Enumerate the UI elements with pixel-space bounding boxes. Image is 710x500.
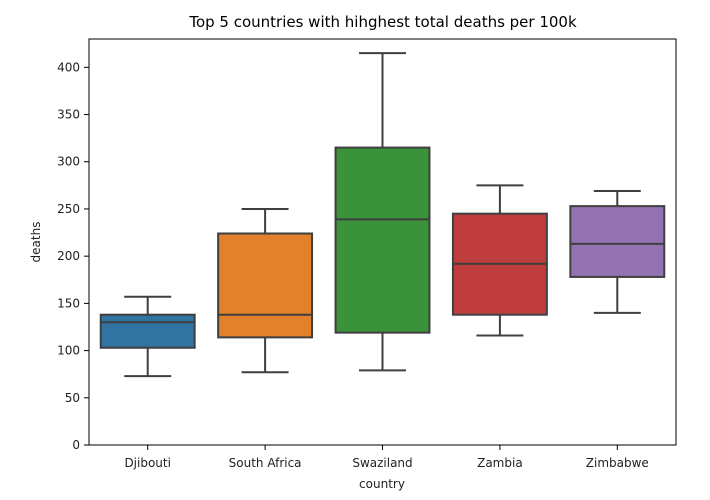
chart-title: Top 5 countries with hihghest total deat…: [188, 13, 577, 31]
y-tick-label: 150: [57, 296, 80, 310]
y-tick-label: 350: [57, 108, 80, 122]
box-iqr: [569, 205, 666, 278]
y-tick-label: 250: [57, 202, 80, 216]
box-iqr: [217, 232, 314, 339]
y-axis: 0 50 100 150 200 250 300 350 400: [57, 60, 89, 452]
x-tick-label: Djibouti: [124, 456, 171, 470]
x-tick-label: Zimbabwe: [586, 456, 649, 470]
y-tick-label: 400: [57, 60, 80, 74]
y-tick-label: 300: [57, 155, 80, 169]
box-south-africa: [217, 207, 314, 374]
y-tick-label: 200: [57, 249, 80, 263]
y-tick-label: 50: [65, 391, 80, 405]
x-axis: Djibouti South Africa Swaziland Zambia Zimba…: [124, 445, 649, 470]
x-axis-label: country: [359, 477, 405, 491]
x-tick-label: Swaziland: [352, 456, 412, 470]
box-djibouti: [99, 295, 196, 378]
box-zambia: [451, 184, 548, 337]
plot-area: [99, 52, 666, 378]
box-iqr: [99, 313, 196, 349]
x-tick-label: South Africa: [229, 456, 302, 470]
y-tick-label: 100: [57, 344, 80, 358]
y-tick-label: 0: [72, 438, 80, 452]
y-axis-label: deaths: [29, 222, 43, 263]
box-zimbabwe: [569, 190, 666, 314]
x-tick-label: Zambia: [477, 456, 523, 470]
box-iqr: [334, 146, 431, 334]
box-swaziland: [334, 52, 431, 372]
